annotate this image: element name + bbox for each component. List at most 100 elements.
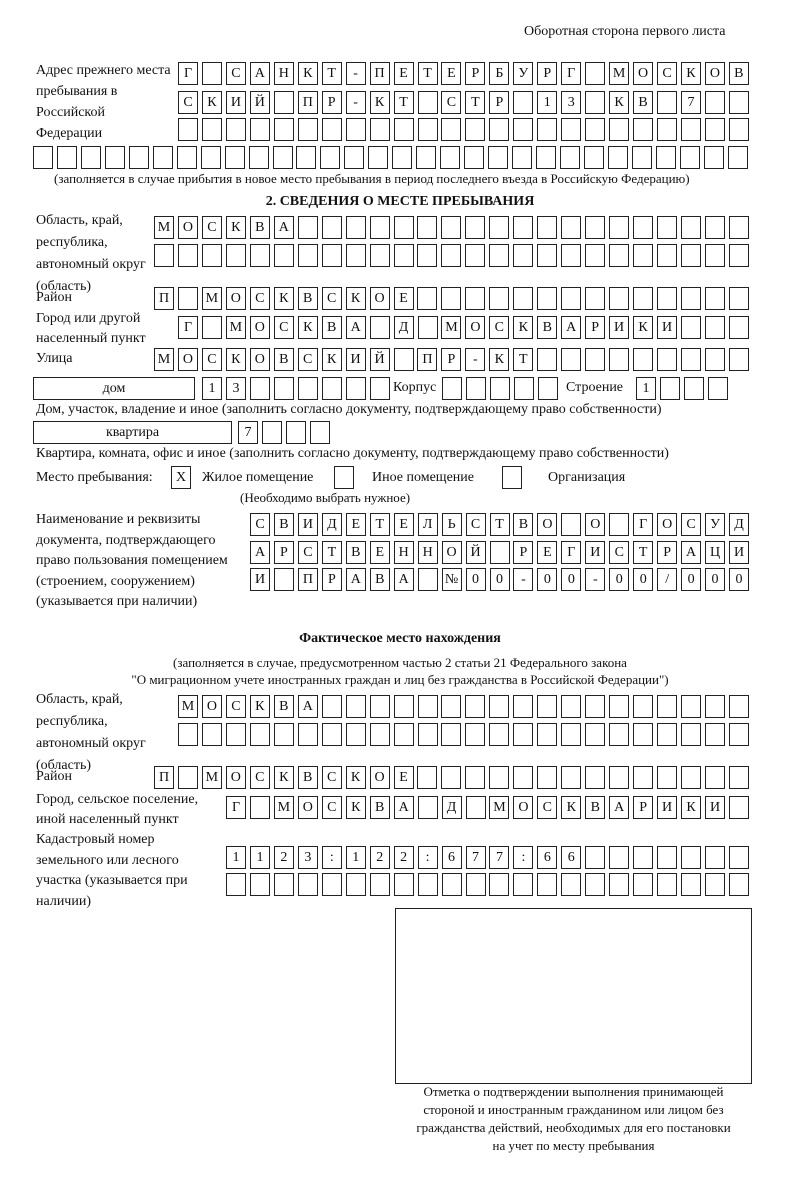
char-cell[interactable]: [585, 846, 606, 869]
char-cell[interactable]: [728, 348, 749, 371]
char-cell[interactable]: И: [657, 796, 678, 819]
char-cell[interactable]: [489, 873, 510, 896]
char-cell[interactable]: [728, 873, 749, 896]
char-cell[interactable]: Е: [393, 287, 414, 310]
char-cell[interactable]: Е: [537, 541, 558, 564]
char-cell[interactable]: М: [609, 62, 630, 85]
char-cell[interactable]: К: [345, 766, 366, 789]
char-cell[interactable]: [585, 287, 606, 310]
char-cell[interactable]: [633, 766, 653, 789]
char-cell[interactable]: В: [537, 316, 558, 339]
char-cell[interactable]: 0: [681, 568, 702, 591]
char-cell[interactable]: [585, 695, 606, 718]
stay-option-organization-checkbox[interactable]: [502, 466, 522, 489]
char-cell[interactable]: [369, 316, 390, 339]
char-cell[interactable]: С: [321, 766, 342, 789]
char-cell[interactable]: М: [201, 766, 222, 789]
char-cell[interactable]: [704, 766, 725, 789]
char-cell[interactable]: П: [297, 568, 318, 591]
char-cell[interactable]: [441, 216, 462, 239]
char-cell[interactable]: [248, 146, 269, 169]
char-cell[interactable]: [561, 695, 582, 718]
char-cell[interactable]: О: [441, 541, 462, 564]
char-cell[interactable]: [393, 348, 414, 371]
char-cell[interactable]: [561, 287, 582, 310]
char-cell[interactable]: Т: [417, 62, 438, 85]
char-cell[interactable]: [321, 873, 342, 896]
char-cell[interactable]: Ь: [441, 513, 462, 536]
char-cell[interactable]: 0: [465, 568, 486, 591]
char-cell[interactable]: 1: [636, 377, 656, 400]
char-cell[interactable]: В: [297, 766, 318, 789]
char-cell[interactable]: [609, 287, 630, 310]
char-cell[interactable]: [513, 873, 534, 896]
char-cell[interactable]: К: [681, 796, 702, 819]
char-cell[interactable]: [680, 244, 701, 267]
char-cell[interactable]: У: [705, 513, 726, 536]
char-cell[interactable]: В: [273, 513, 294, 536]
char-cell[interactable]: В: [585, 796, 606, 819]
char-cell[interactable]: А: [681, 541, 702, 564]
char-cell[interactable]: [417, 244, 438, 267]
char-cell[interactable]: [633, 287, 653, 310]
char-cell[interactable]: -: [465, 348, 486, 371]
char-cell[interactable]: [704, 91, 725, 114]
char-cell[interactable]: Р: [321, 568, 342, 591]
char-cell[interactable]: [297, 377, 318, 400]
char-cell[interactable]: Р: [321, 91, 342, 114]
char-cell[interactable]: [177, 244, 198, 267]
char-cell[interactable]: В: [297, 287, 318, 310]
char-cell[interactable]: С: [249, 287, 270, 310]
char-cell[interactable]: [201, 62, 222, 85]
char-cell[interactable]: А: [609, 796, 630, 819]
char-cell[interactable]: О: [201, 695, 222, 718]
char-cell[interactable]: Г: [178, 62, 198, 85]
char-cell[interactable]: [633, 723, 654, 746]
char-cell[interactable]: В: [345, 541, 366, 564]
char-cell[interactable]: У: [513, 62, 534, 85]
char-cell[interactable]: К: [633, 316, 654, 339]
char-cell[interactable]: [513, 216, 534, 239]
char-cell[interactable]: [104, 146, 125, 169]
char-cell[interactable]: Н: [273, 62, 294, 85]
char-cell[interactable]: [656, 766, 677, 789]
char-cell[interactable]: [417, 91, 438, 114]
char-cell[interactable]: 0: [705, 568, 726, 591]
char-cell[interactable]: [656, 348, 677, 371]
char-cell[interactable]: 6: [537, 846, 558, 869]
char-cell[interactable]: :: [321, 846, 342, 869]
char-cell[interactable]: [297, 118, 318, 141]
char-cell[interactable]: С: [441, 91, 462, 114]
char-cell[interactable]: [585, 348, 606, 371]
char-cell[interactable]: [321, 118, 342, 141]
char-cell[interactable]: Р: [489, 91, 510, 114]
char-cell[interactable]: [607, 146, 628, 169]
char-cell[interactable]: [273, 723, 294, 746]
char-cell[interactable]: [33, 146, 53, 169]
char-cell[interactable]: [465, 287, 486, 310]
char-cell[interactable]: [345, 695, 366, 718]
char-cell[interactable]: А: [250, 541, 270, 564]
char-cell[interactable]: Р: [513, 541, 534, 564]
char-cell[interactable]: Т: [633, 541, 654, 564]
char-cell[interactable]: [656, 216, 677, 239]
char-cell[interactable]: К: [249, 695, 270, 718]
char-cell[interactable]: [393, 723, 414, 746]
char-cell[interactable]: [273, 568, 294, 591]
char-cell[interactable]: [680, 766, 701, 789]
char-cell[interactable]: И: [297, 513, 318, 536]
char-cell[interactable]: [512, 146, 532, 169]
char-cell[interactable]: А: [561, 316, 582, 339]
char-cell[interactable]: Р: [585, 316, 606, 339]
char-cell[interactable]: С: [657, 62, 677, 85]
char-cell[interactable]: Е: [393, 766, 414, 789]
char-cell[interactable]: [631, 146, 652, 169]
char-cell[interactable]: [440, 146, 461, 169]
char-cell[interactable]: К: [680, 62, 701, 85]
char-cell[interactable]: [464, 146, 485, 169]
flat-type-field[interactable]: квартира: [33, 421, 232, 444]
char-cell[interactable]: [585, 216, 606, 239]
char-cell[interactable]: Е: [441, 62, 462, 85]
char-cell[interactable]: [393, 695, 414, 718]
char-cell[interactable]: [513, 91, 534, 114]
